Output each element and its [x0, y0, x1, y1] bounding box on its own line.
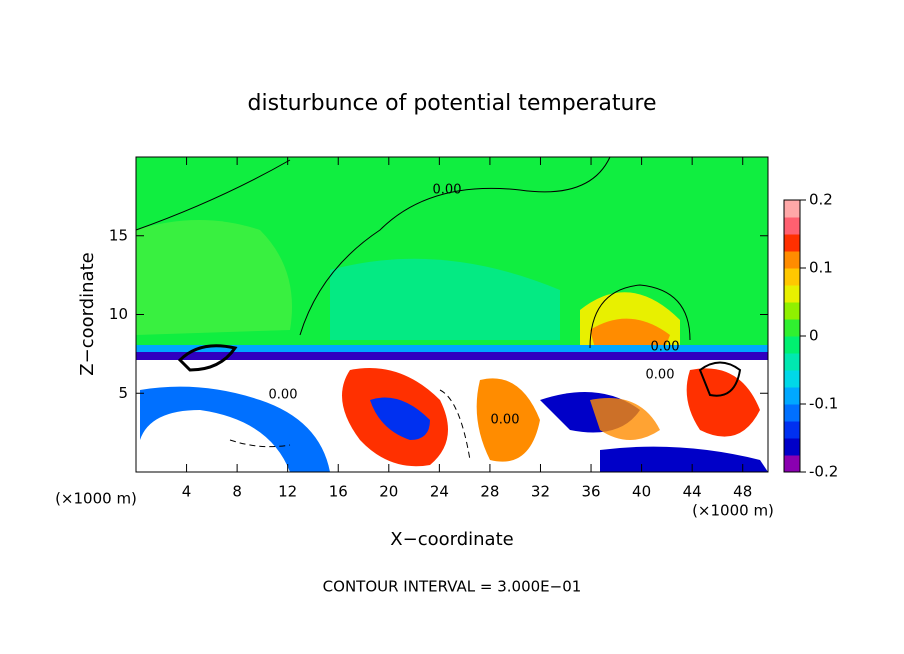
field-patch — [136, 220, 292, 335]
colorbar-swatch — [784, 455, 800, 473]
chart-title: disturbunce of potential temperature — [248, 91, 657, 116]
colorbar-swatch — [784, 251, 800, 269]
x-tick-label: 44 — [683, 483, 702, 501]
contour-line — [229, 389, 471, 461]
field-patch — [140, 386, 330, 472]
field-patch — [370, 397, 430, 440]
contour-label: 0.00 — [269, 388, 298, 403]
field-patch — [590, 398, 660, 440]
x-tick-label: 20 — [379, 483, 398, 501]
y-axis-label: Z−coordinate — [77, 252, 98, 375]
field — [135, 156, 768, 472]
x-tick-label: 36 — [581, 483, 600, 501]
field-patch — [330, 258, 560, 340]
colorbar-swatch — [784, 336, 800, 354]
x-tick-label: 32 — [531, 483, 550, 501]
contour-line — [698, 361, 742, 397]
x-tick-label: 28 — [480, 483, 499, 501]
contour-label: 0.00 — [646, 368, 675, 383]
field-band — [136, 352, 768, 360]
colorbar-swatch — [784, 404, 800, 422]
colorbar-swatch — [784, 353, 800, 371]
x-tick-label: 12 — [278, 483, 297, 501]
contour-label: 0.00 — [651, 340, 680, 355]
contour-line — [135, 156, 691, 349]
colorbar-tick-label: 0.1 — [809, 259, 833, 277]
colorbar-swatch — [784, 234, 800, 252]
y-tick-label: 5 — [118, 384, 128, 402]
x-unit: (×1000 m) — [55, 490, 137, 508]
x-tick-label: 8 — [232, 483, 242, 501]
field-patch — [476, 378, 540, 462]
contour-label: 0.00 — [491, 413, 520, 428]
y-tick-label: 15 — [109, 226, 128, 244]
contour-line — [177, 344, 238, 372]
colorbar-swatch — [784, 370, 800, 388]
x-tick-label: 48 — [733, 483, 752, 501]
field-patch — [686, 368, 760, 437]
field-patch — [590, 318, 670, 348]
colorbar-tick-label: 0.2 — [809, 191, 833, 209]
colorbar-swatch — [784, 421, 800, 439]
colorbar-swatch — [784, 319, 800, 337]
x-tick-label: 16 — [329, 483, 348, 501]
y-tick-label: 10 — [109, 305, 128, 323]
x-unit: (×1000 m) — [692, 502, 774, 520]
colorbar-swatch — [784, 217, 800, 235]
x-tick-label: 24 — [430, 483, 449, 501]
colorbar-swatch — [784, 438, 800, 456]
colorbar-tick-label: -0.1 — [809, 395, 838, 413]
colorbar-tick-label: 0 — [809, 327, 819, 345]
colorbar-swatch — [784, 302, 800, 320]
colorbar-swatch — [784, 200, 800, 218]
x-axis-label: X−coordinate — [390, 529, 513, 550]
x-tick-label: 40 — [632, 483, 651, 501]
footer: CONTOUR INTERVAL = 3.000E−01 — [323, 578, 582, 596]
contour-label: 0.00 — [433, 183, 462, 198]
colorbar-swatch — [784, 285, 800, 303]
colorbar-tick-label: -0.2 — [809, 463, 838, 481]
colorbar-swatch — [784, 387, 800, 405]
colorbar-swatch — [784, 268, 800, 286]
x-tick-label: 4 — [182, 483, 192, 501]
